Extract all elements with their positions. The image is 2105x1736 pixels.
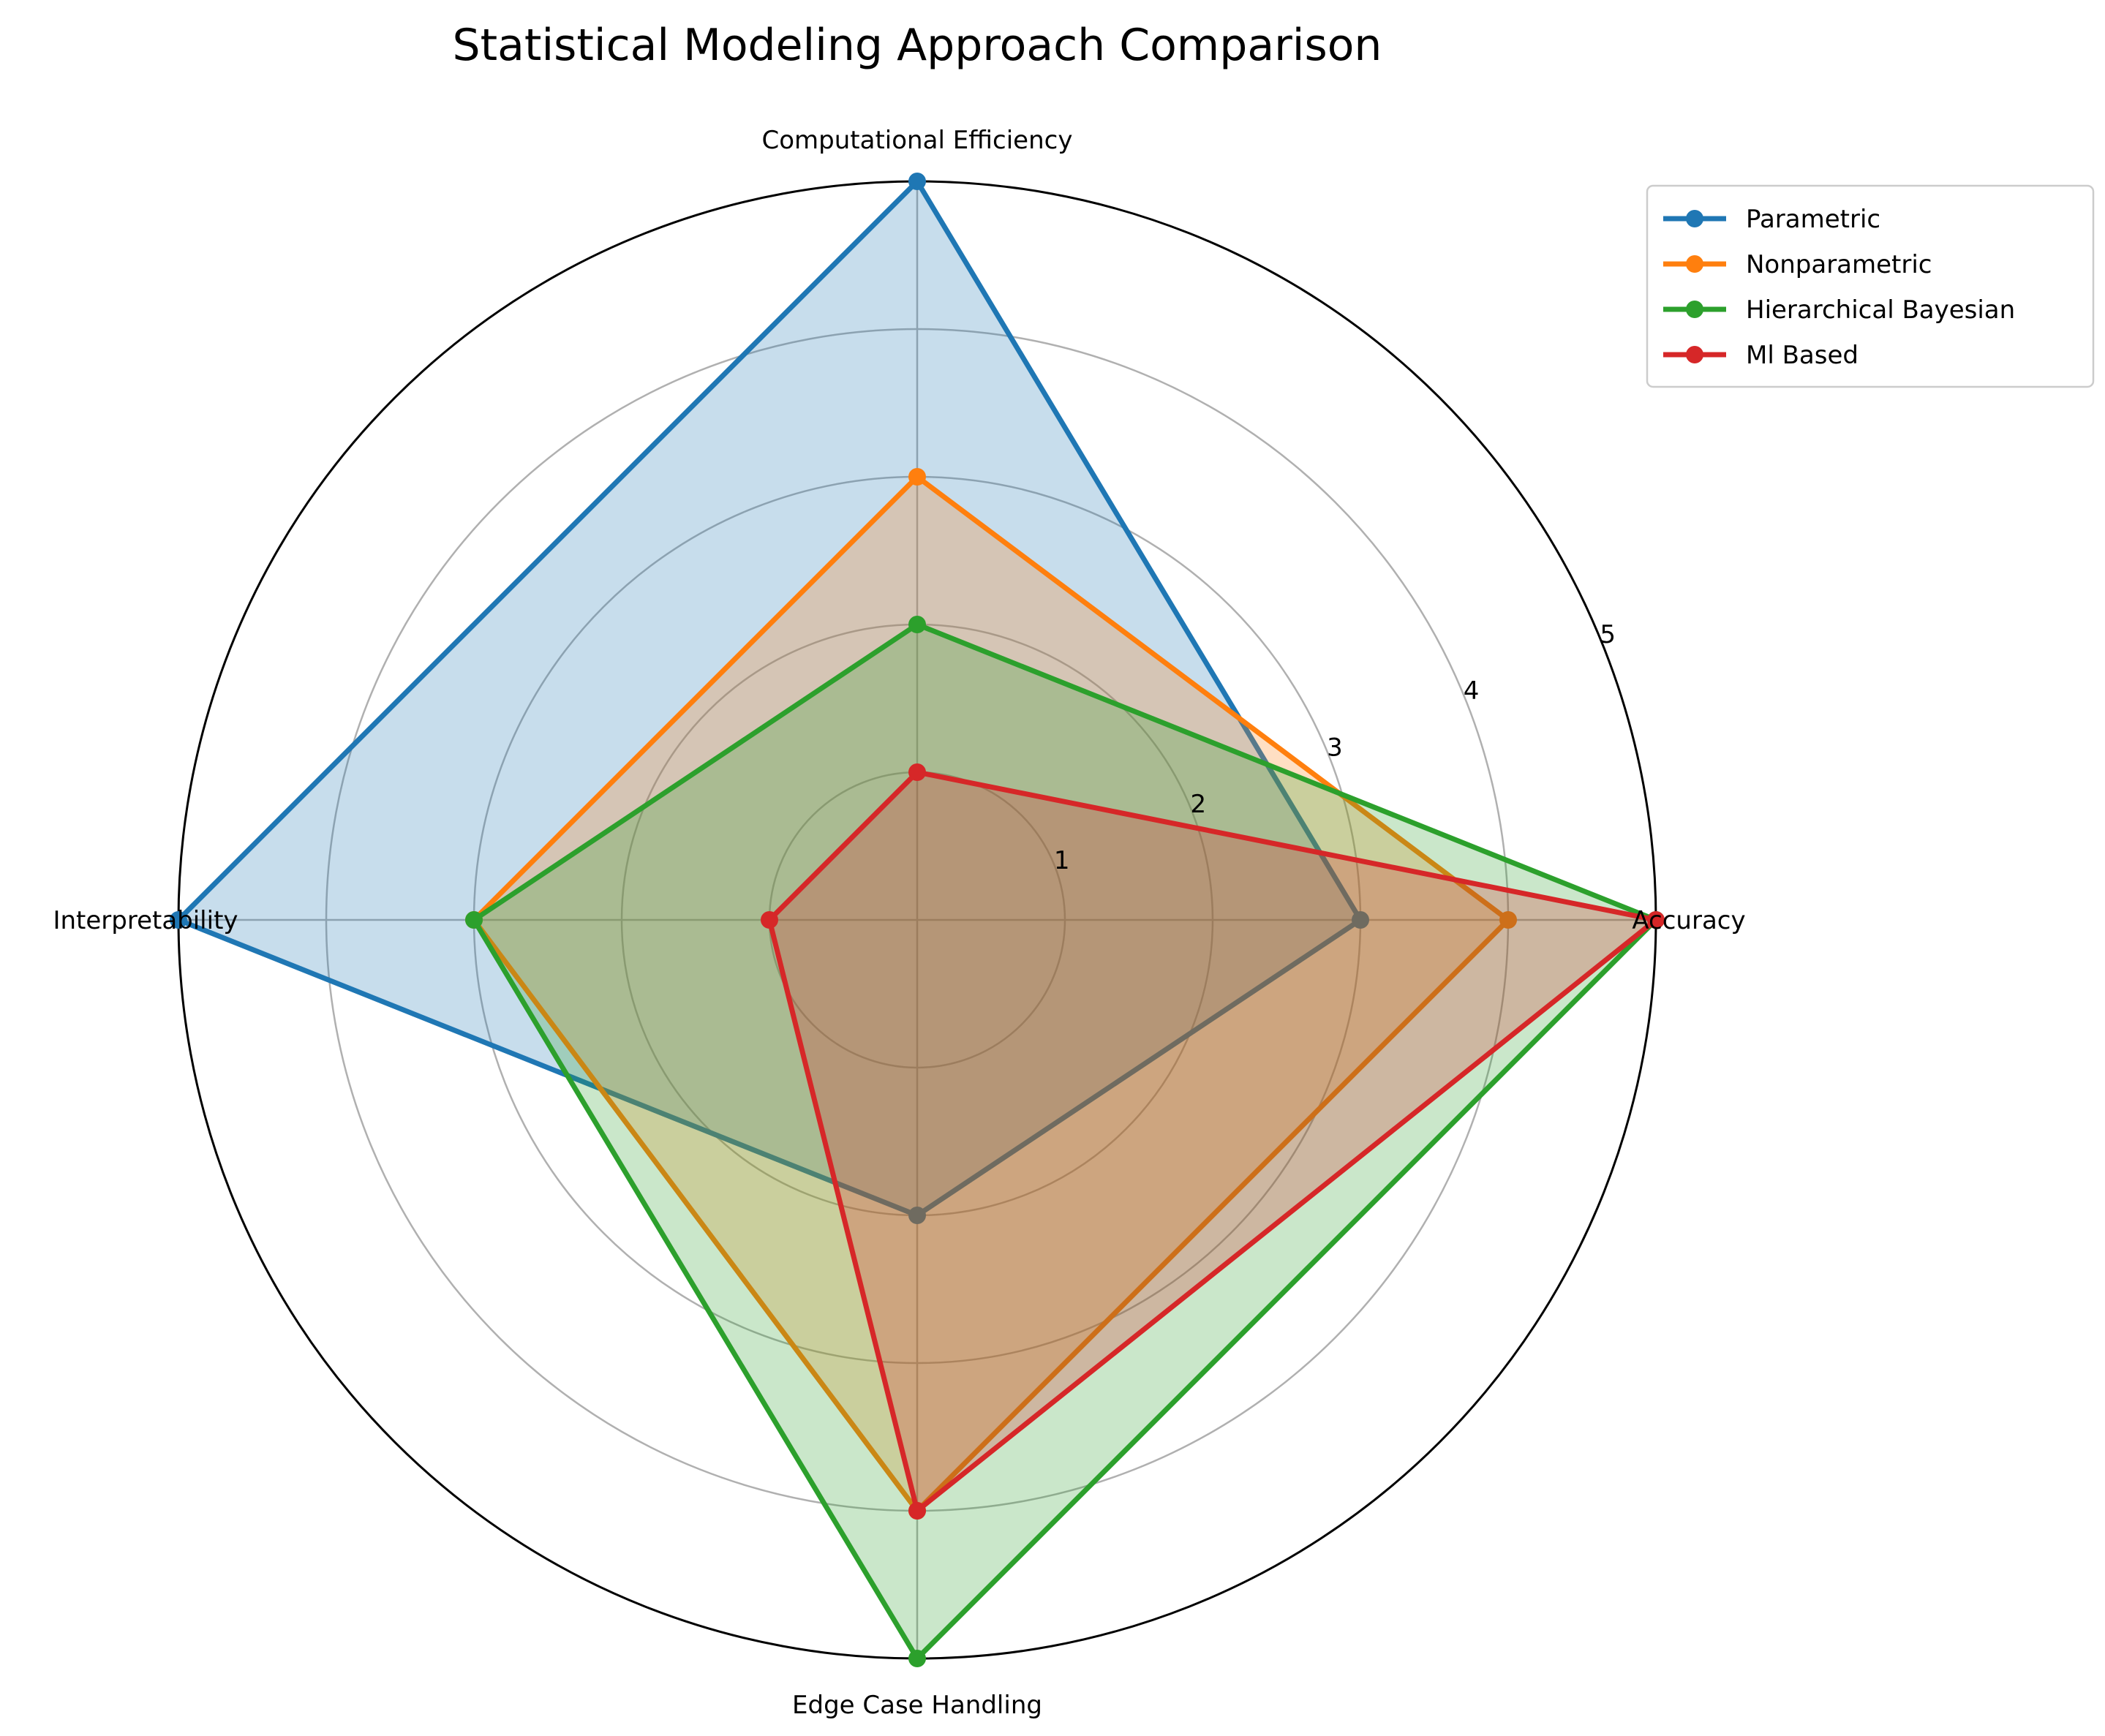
series-2-point-2 [908, 468, 926, 486]
series-4-point-4 [908, 1502, 926, 1520]
legend: Parametric Nonparametric Hierarchical Baye… [1646, 184, 2095, 388]
series-4-point-2 [908, 763, 926, 781]
legend-marker-2 [1686, 255, 1703, 273]
series-4-point-1 [1647, 911, 1665, 929]
chart-title: Statistical Modeling Approach Comparison [453, 20, 1382, 71]
radial-tick-2: 2 [1191, 790, 1207, 819]
series-3-point-2 [908, 616, 926, 633]
legend-label-4: Ml Based [1746, 341, 1859, 370]
series-fill-1 [178, 181, 1360, 1215]
series-1-point-2 [908, 173, 926, 190]
legend-marker-4 [1686, 346, 1703, 363]
series-layer [170, 173, 1665, 1667]
radial-tick-1: 1 [1054, 846, 1070, 875]
series-fill-4 [769, 772, 1656, 1511]
series-3-point-3 [465, 911, 483, 929]
legend-marker-1 [1686, 210, 1703, 227]
legend-label-3: Hierarchical Bayesian [1746, 295, 2015, 325]
axis-label-2: Computational Efficiency [762, 126, 1073, 155]
series-2-point-1 [1499, 911, 1517, 929]
series-1-point-1 [1352, 911, 1369, 929]
axis-label-4: Edge Case Handling [792, 1691, 1042, 1720]
radial-tick-5: 5 [1600, 620, 1616, 649]
series-4-point-3 [761, 911, 778, 929]
axis-label-3: Interpretability [53, 906, 238, 935]
series-1-point-3 [170, 911, 187, 929]
series-fill-2 [474, 477, 1508, 1511]
axis-label-1: Accuracy [1632, 906, 1745, 935]
series-1-point-4 [908, 1207, 926, 1224]
series-fill-3 [474, 624, 1656, 1658]
legend-box [1646, 184, 2095, 388]
legend-marker-3 [1686, 301, 1703, 318]
legend-label-2: Nonparametric [1746, 250, 1932, 279]
radial-tick-3: 3 [1327, 733, 1343, 763]
legend-label-1: Parametric [1746, 205, 1880, 234]
radial-tick-4: 4 [1464, 676, 1480, 706]
series-3-point-4 [908, 1650, 926, 1667]
axis-labels: 1 2 3 4 5 Accuracy Computational Efficiency Int… [53, 126, 1745, 1720]
